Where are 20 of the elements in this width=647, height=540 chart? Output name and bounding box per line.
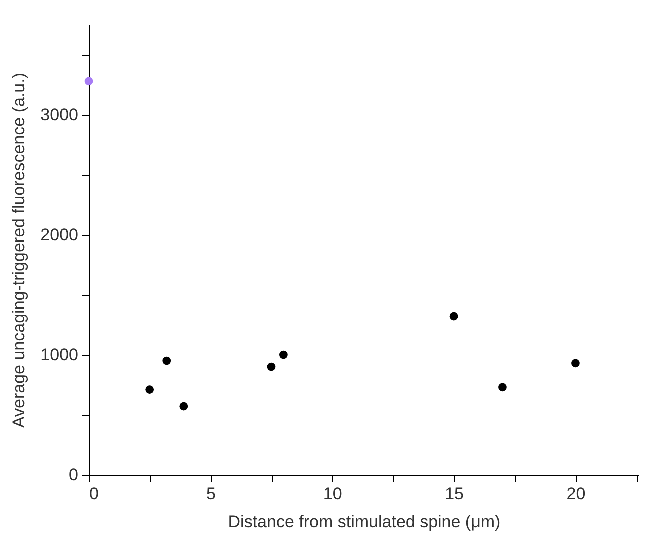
point — [162, 356, 172, 366]
y-axis-title: Average uncaging-triggered fluorescence (a.u.) — [10, 72, 29, 428]
point — [498, 383, 507, 392]
point — [267, 362, 276, 372]
point — [180, 402, 188, 411]
y-tick-label: 1000 — [40, 346, 78, 364]
point — [572, 359, 580, 368]
x-tick-label: 5 — [206, 484, 216, 504]
y-tick-label: 0 — [69, 466, 78, 484]
point — [146, 386, 154, 394]
x-tick-label: 20 — [566, 484, 586, 504]
point — [450, 312, 458, 321]
x-tick-label: 10 — [323, 484, 342, 504]
point — [84, 77, 94, 86]
y-tick-label: 2000 — [40, 226, 78, 244]
point — [280, 350, 288, 360]
x-axis-title: Distance from stimulated spine (μm) — [228, 512, 501, 532]
x-tick-label: 0 — [90, 484, 99, 504]
y-tick-label: 3000 — [40, 106, 78, 124]
x-tick-label: 15 — [445, 484, 464, 504]
